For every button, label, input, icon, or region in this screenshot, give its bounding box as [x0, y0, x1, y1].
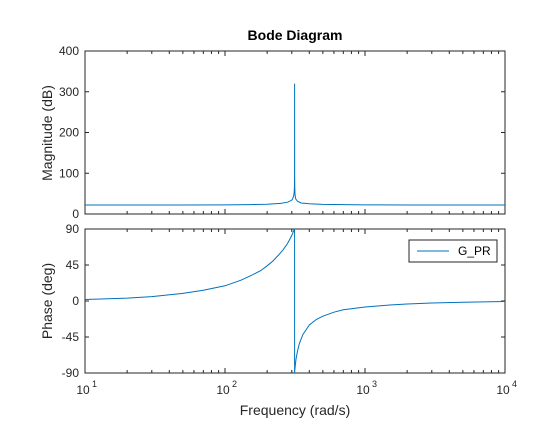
- legend-box: [408, 239, 498, 263]
- phase-x-ticks: [84, 229, 506, 373]
- x-tick-label-base: 10: [496, 383, 510, 397]
- chart-title: Bode Diagram: [248, 27, 343, 43]
- magnitude-y-ticks: 0 100 200 300 400: [59, 44, 505, 221]
- phase-series-line: [84, 228, 506, 374]
- y-tick-label: 45: [66, 258, 80, 272]
- legend-label-g-pr: G_PR: [458, 244, 491, 258]
- magnitude-x-ticks: [84, 51, 506, 214]
- x-tick-label-exponent: 1: [92, 379, 97, 389]
- x-tick-label-exponent: 4: [512, 379, 517, 389]
- magnitude-y-axis-label: Magnitude (dB): [39, 85, 55, 181]
- x-axis-tick-labels: 10 1 10 2 10 3 10 4: [76, 379, 517, 397]
- x-tick-label-base: 10: [356, 383, 370, 397]
- y-tick-label: 0: [72, 294, 79, 308]
- y-tick-label: 400: [59, 44, 79, 58]
- y-tick-label: -45: [62, 330, 80, 344]
- phase-y-axis-label: Phase (deg): [39, 263, 55, 339]
- legend[interactable]: G_PR: [408, 239, 498, 263]
- y-tick-label: 100: [59, 166, 79, 180]
- y-tick-label: 0: [72, 207, 79, 221]
- x-tick-label-exponent: 3: [372, 379, 377, 389]
- x-tick-label-exponent: 2: [232, 379, 237, 389]
- x-tick-label-base: 10: [216, 383, 230, 397]
- x-tick-label-base: 10: [76, 383, 90, 397]
- y-tick-label: 90: [66, 222, 80, 236]
- magnitude-series-line: [85, 83, 505, 206]
- y-tick-label: 200: [59, 126, 79, 140]
- y-tick-label: 300: [59, 85, 79, 99]
- x-axis-label: Frequency (rad/s): [240, 402, 350, 418]
- phase-y-ticks: -90 -45 0 45 90: [62, 222, 505, 380]
- y-tick-label: -90: [62, 366, 80, 380]
